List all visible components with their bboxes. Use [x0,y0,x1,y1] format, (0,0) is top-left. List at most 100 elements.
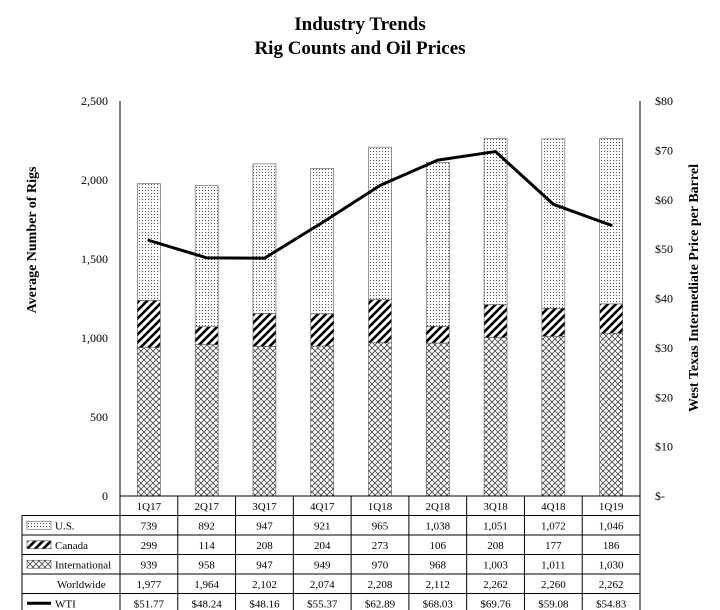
wti-line [147,150,613,260]
data-label: 1,003 [483,559,508,571]
bar-segment-canada [310,313,335,347]
data-label: 2,208 [368,579,393,591]
row-label: U.S. [55,520,75,532]
y-tick-label: 2,000 [81,173,108,187]
legend-key [26,559,52,569]
data-label: $59.08 [538,598,569,610]
y-tick-label: 2,500 [81,94,108,108]
bar-segment-international [252,346,277,497]
data-label: 1,977 [137,579,162,591]
bar-segment-u-s- [310,168,335,315]
bar-segment-canada [541,307,566,337]
bar-segment-u-s- [137,183,161,301]
bar-segment-canada [368,299,392,344]
row-label: International [55,559,111,571]
y2-tick-label: $20 [655,390,673,404]
bar-segment-u-s- [483,138,508,305]
data-label: 2,112 [426,579,450,591]
left-axis-ticks: 0 500 1,000 1,500 2,000 2,500 [81,94,108,503]
data-label: $48.16 [249,598,280,610]
row-label: WTI [55,598,76,610]
bar-segment-international [368,342,392,497]
data-label: 949 [314,559,331,571]
bar-segment-u-s- [194,185,219,327]
data-label: $55.37 [307,598,338,610]
data-label: 1,051 [483,520,508,532]
data-label: $69.76 [480,598,511,610]
data-label: 106 [430,540,447,552]
y2-axis-label: West Texas Intermediate Price per Barrel [687,164,702,412]
data-label: 2,074 [310,579,335,591]
data-label: 299 [141,540,158,552]
category-label: 2Q17 [194,501,219,513]
y2-tick-label: $30 [655,341,673,355]
bar-segment-u-s- [368,146,392,300]
data-label: 739 [141,520,158,532]
data-label: $62.89 [365,598,396,610]
legend-key [26,520,52,530]
bar-segment-international [310,345,335,497]
bar-segment-international [541,335,566,497]
legend-key [26,540,52,550]
row-label: Worldwide [57,579,106,591]
y2-tick-label: $60 [655,193,673,207]
data-label: 2,262 [483,579,508,591]
data-label: 204 [314,540,331,552]
data-label: 968 [430,559,447,571]
data-label: 1,030 [599,559,624,571]
data-label: 965 [372,520,389,532]
bar-segment-canada [599,303,623,334]
chart-subtitle: Rig Counts and Oil Prices [254,38,465,59]
data-label: 114 [199,540,216,552]
data-label: 958 [198,559,215,571]
category-label: 1Q19 [599,501,624,513]
data-label: 921 [314,520,331,532]
data-label: 1,964 [194,579,219,591]
category-label: 3Q18 [483,501,508,513]
y2-tick-label: $80 [655,94,673,108]
data-label: 273 [372,540,389,552]
data-label: 939 [141,559,158,571]
category-label: 3Q17 [252,501,277,513]
bar-segment-canada [483,304,508,338]
bar-segment-canada [425,326,450,344]
wti-line-group [147,150,613,260]
y2-tick-label: $70 [655,143,673,157]
y-tick-label: 0 [102,489,108,503]
y2-tick-label: $40 [655,292,673,306]
data-label: 970 [372,559,389,571]
data-label: 208 [487,540,504,552]
data-label: 186 [603,540,620,552]
y-tick-label: 1,500 [81,252,108,266]
data-label: 892 [198,520,215,532]
data-label: 177 [545,540,562,552]
y-tick-label: 1,000 [81,331,108,345]
category-label: 2Q18 [426,501,451,513]
bar-segment-international [194,344,219,497]
y2-tick-label: $10 [655,440,673,454]
row-label: Canada [55,540,88,552]
data-table: 1Q17 2Q17 3Q17 4Q17 1Q18 2Q18 3Q18 4Q18 1Q19 U.S.… [21,101,641,610]
data-label: 2,102 [252,579,277,591]
bar-segment-international [425,342,450,497]
data-label: $51.77 [134,598,165,610]
data-label: $68.03 [423,598,454,610]
bar-segment-canada [137,300,161,348]
data-label: 1,038 [425,520,450,532]
right-axis-ticks: $- $10 $20 $30 $40 $50 $60 $70 $80 [655,94,673,503]
y2-tick-label: $- [655,489,665,503]
bar-segment-international [599,332,623,497]
bar-segment-international [483,337,508,497]
category-label: 1Q17 [137,501,162,513]
y-tick-label: 500 [90,410,108,424]
data-label: $48.24 [192,598,223,610]
bar-segment-u-s- [252,163,277,314]
data-label: 947 [256,520,273,532]
stacked-bars [137,138,623,497]
data-label: 2,262 [599,579,624,591]
data-label: 1,072 [541,520,566,532]
data-label: 1,011 [541,559,565,571]
data-label: 2,260 [541,579,566,591]
data-label: $54.83 [596,598,627,610]
